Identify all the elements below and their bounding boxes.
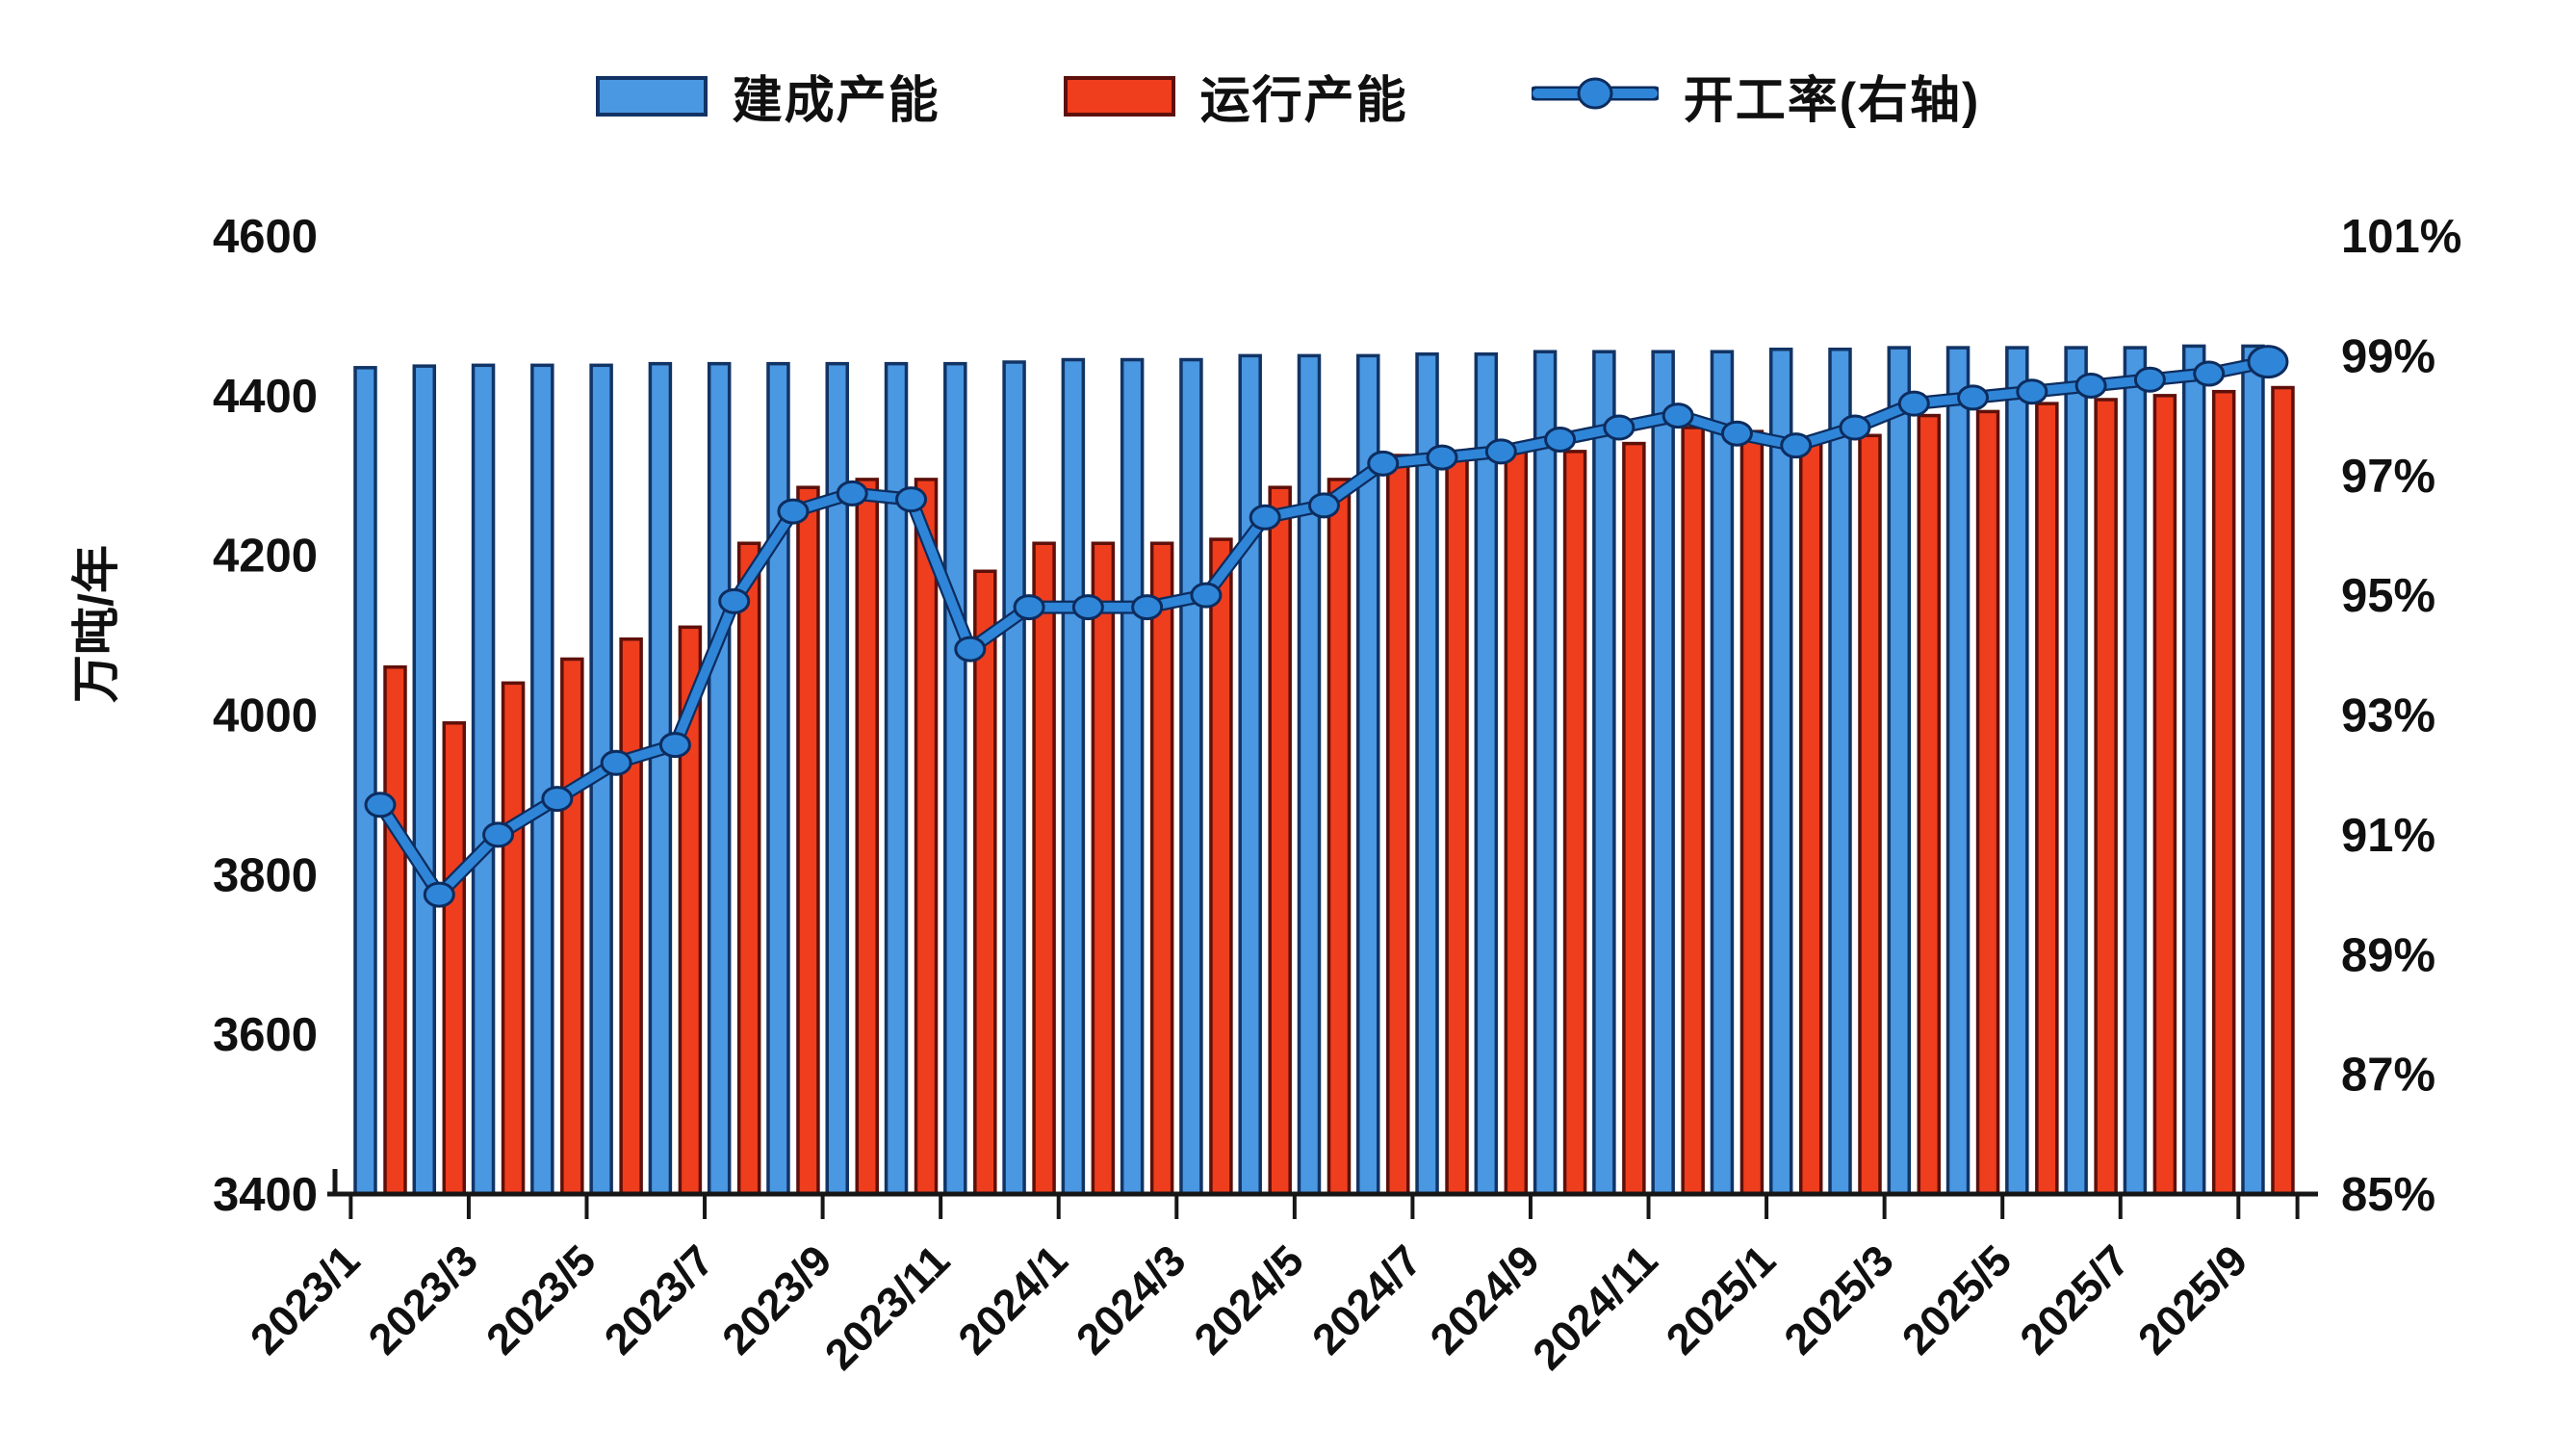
legend-item-built-capacity: 建成产能: [595, 60, 940, 132]
svg-text:4000: 4000: [213, 690, 318, 742]
svg-text:2025/5: 2025/5: [1893, 1235, 2021, 1364]
svg-text:89%: 89%: [2341, 929, 2435, 981]
svg-text:2023/5: 2023/5: [477, 1235, 605, 1364]
svg-text:95%: 95%: [2341, 570, 2435, 622]
svg-text:3400: 3400: [213, 1169, 318, 1221]
svg-text:2025/7: 2025/7: [2010, 1235, 2138, 1364]
red-bar-swatch-icon: [1063, 75, 1175, 117]
legend-label: 运行产能: [1199, 73, 1408, 129]
svg-text:2024/3: 2024/3: [1067, 1235, 1195, 1364]
svg-text:4400: 4400: [213, 371, 318, 423]
svg-text:4200: 4200: [213, 531, 318, 583]
svg-text:2023/7: 2023/7: [595, 1235, 723, 1364]
legend-item-operating-rate: 开工率(右轴): [1528, 60, 1981, 132]
svg-text:87%: 87%: [2341, 1050, 2435, 1102]
blue-bar-swatch-icon: [595, 75, 708, 117]
svg-text:2024/7: 2024/7: [1302, 1235, 1430, 1364]
svg-text:2024/11: 2024/11: [1523, 1235, 1666, 1379]
svg-text:2025/3: 2025/3: [1774, 1235, 1902, 1364]
legend-label: 建成产能: [732, 73, 940, 129]
svg-text:99%: 99%: [2341, 330, 2435, 382]
svg-text:93%: 93%: [2341, 690, 2435, 742]
svg-text:2024/5: 2024/5: [1185, 1235, 1313, 1364]
svg-text:3600: 3600: [213, 1009, 318, 1061]
svg-text:4600: 4600: [213, 211, 318, 263]
legend-item-running-capacity: 运行产能: [1063, 60, 1408, 132]
svg-text:2024/1: 2024/1: [948, 1235, 1076, 1364]
svg-text:85%: 85%: [2341, 1169, 2435, 1221]
line-marker-swatch-icon: [1528, 72, 1662, 119]
svg-text:2023/3: 2023/3: [359, 1235, 487, 1364]
svg-text:3800: 3800: [213, 849, 318, 901]
svg-text:2025/1: 2025/1: [1657, 1235, 1785, 1364]
svg-text:2025/9: 2025/9: [2128, 1235, 2256, 1364]
left-axis-title: 万吨/年: [69, 545, 123, 703]
svg-text:91%: 91%: [2341, 810, 2435, 862]
svg-text:2023/1: 2023/1: [241, 1235, 369, 1364]
legend: 建成产能 运行产能 开工率(右轴): [0, 60, 2576, 132]
svg-text:97%: 97%: [2341, 451, 2435, 503]
legend-label: 开工率(右轴): [1683, 73, 1981, 129]
svg-text:101%: 101%: [2341, 211, 2461, 263]
svg-text:2023/11: 2023/11: [815, 1235, 959, 1379]
